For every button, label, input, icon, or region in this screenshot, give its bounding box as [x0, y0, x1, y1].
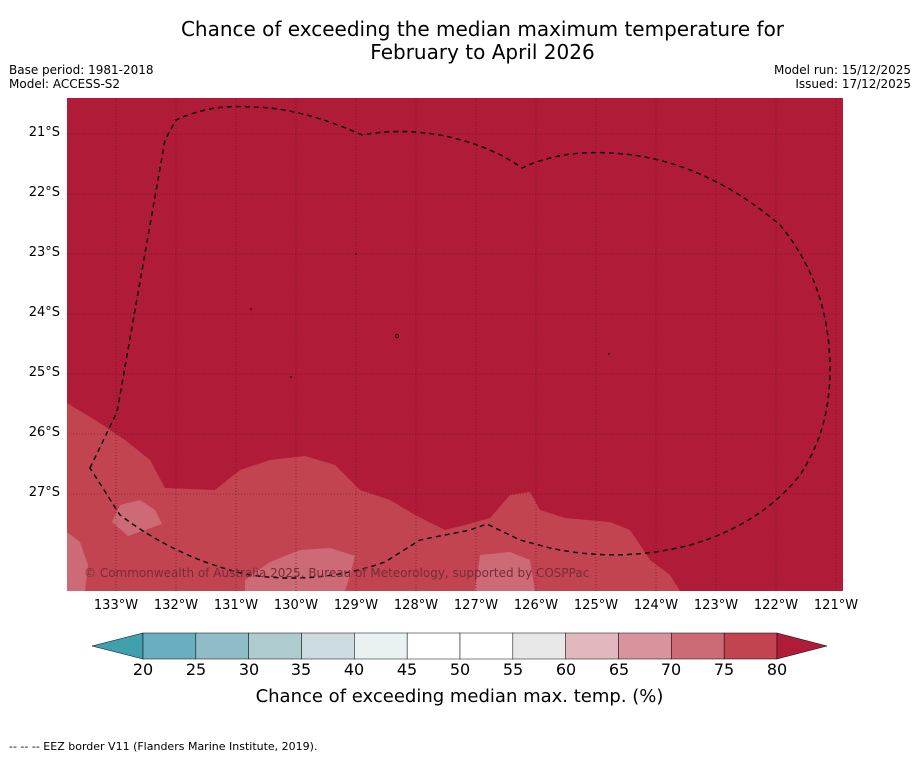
colorbar-tick-label: 35 — [290, 660, 312, 679]
colorbar-tick-label: 80 — [766, 660, 788, 679]
island-marker — [290, 376, 292, 378]
island-marker — [355, 253, 357, 255]
issued-date: Issued: 17/12/2025 — [795, 77, 911, 91]
lat-label: 26°S — [28, 425, 60, 440]
colorbar-tick-label: 60 — [555, 660, 577, 679]
colorbar-cells — [142, 632, 778, 660]
colorbar-cell — [723, 632, 778, 660]
lon-label: 126°W — [513, 598, 559, 613]
lat-label: 27°S — [28, 485, 60, 500]
lat-label: 25°S — [28, 365, 60, 380]
probability-75-80-region — [67, 403, 680, 591]
lon-label: 128°W — [393, 598, 439, 613]
colorbar-tick-label: 45 — [396, 660, 418, 679]
island-marker — [395, 334, 399, 338]
model-name: Model: ACCESS-S2 — [9, 77, 121, 91]
probability-70-75-region — [112, 500, 162, 536]
lat-label: 21°S — [28, 125, 60, 140]
lon-label: 121°W — [813, 598, 859, 613]
meta-left: Base period: 1981-2018 Model: ACCESS-S2 — [9, 63, 154, 91]
grid-lines — [67, 98, 843, 591]
lat-label: 22°S — [28, 185, 60, 200]
title-line-1: Chance of exceeding the median maximum t… — [180, 17, 785, 41]
lon-label: 127°W — [453, 598, 499, 613]
model-run: Model run: 15/12/2025 — [773, 63, 911, 77]
colorbar-cell — [248, 632, 302, 660]
colorbar-cell — [301, 632, 355, 660]
lon-label: 132°W — [153, 598, 199, 613]
colorbar-high-extension — [776, 632, 828, 660]
colorbar-tick-label: 50 — [449, 660, 471, 679]
colorbar-cell — [565, 632, 619, 660]
colorbar-tick-label: 30 — [238, 660, 260, 679]
base-period: Base period: 1981-2018 — [9, 63, 154, 77]
lon-label: 130°W — [273, 598, 319, 613]
colorbar — [91, 632, 828, 660]
title-line-2: February to April 2026 — [370, 40, 595, 64]
lon-label: 129°W — [333, 598, 379, 613]
probability-70-75-region-coast — [245, 548, 355, 591]
colorbar-cell — [354, 632, 408, 660]
colorbar-cell — [618, 632, 672, 660]
lon-label: 125°W — [573, 598, 619, 613]
lon-label: 122°W — [753, 598, 799, 613]
colorbar-cell — [671, 632, 725, 660]
lon-label: 124°W — [633, 598, 679, 613]
map-title: Chance of exceeding the median maximum t… — [0, 18, 919, 64]
probability-70-75-region-east — [475, 552, 535, 591]
island-marker — [608, 353, 610, 355]
eez-legend: -- -- -- EEZ border V11 (Flanders Marine… — [9, 740, 318, 753]
colorbar-cell — [512, 632, 566, 660]
colorbar-tick-label: 40 — [343, 660, 365, 679]
colorbar-cell — [195, 632, 249, 660]
map-area — [67, 98, 843, 591]
colorbar-cell — [142, 632, 197, 660]
eez-border — [89, 105, 831, 579]
lat-label: 23°S — [28, 245, 60, 260]
colorbar-tick-label: 20 — [132, 660, 154, 679]
colorbar-tick-label: 55 — [502, 660, 524, 679]
colorbar-tick-label: 65 — [608, 660, 630, 679]
meta-right: Model run: 15/12/2025 Issued: 17/12/2025 — [774, 63, 911, 91]
lon-label: 133°W — [93, 598, 139, 613]
colorbar-cell — [406, 632, 461, 660]
colorbar-tick-label: 75 — [713, 660, 735, 679]
colorbar-tick-label: 70 — [660, 660, 682, 679]
probability-70-75-region-south — [67, 532, 88, 591]
lon-label: 131°W — [213, 598, 259, 613]
lon-label: 123°W — [693, 598, 739, 613]
lat-label: 24°S — [28, 305, 60, 320]
copyright-notice: © Commonwealth of Australia 2025, Bureau… — [84, 566, 589, 580]
colorbar-title: Chance of exceeding median max. temp. (%… — [255, 686, 664, 707]
colorbar-low-extension — [91, 632, 144, 660]
colorbar-cell — [459, 632, 514, 660]
island-marker — [250, 308, 252, 310]
colorbar-tick-label: 25 — [185, 660, 207, 679]
